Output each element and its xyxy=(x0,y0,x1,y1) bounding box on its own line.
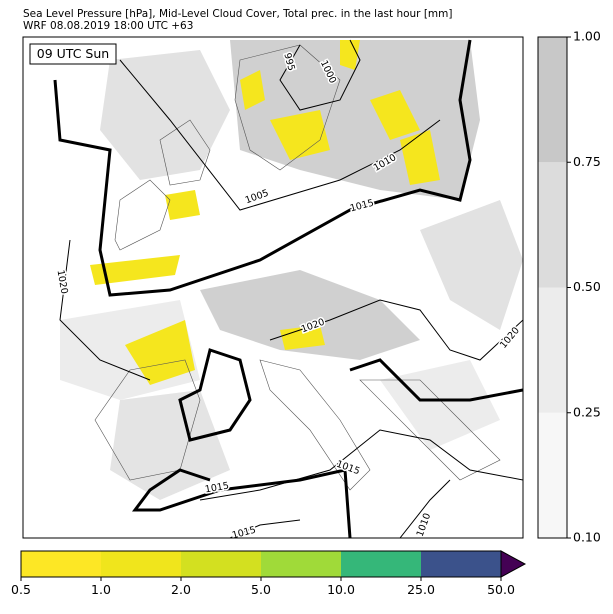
colorbar-segment xyxy=(538,162,567,288)
title: Sea Level Pressure [hPa], Mid-Level Clou… xyxy=(23,8,453,20)
colorbar-tick-label: 5.0 xyxy=(251,582,271,597)
colorbar-segment xyxy=(538,287,567,413)
colorbar-tick-label: 0.25 xyxy=(573,404,601,419)
map-frame xyxy=(22,36,524,539)
colorbar-segment xyxy=(101,551,181,577)
colorbar-tick-label: 0.10 xyxy=(573,530,601,545)
colorbar-tick-label: 25.0 xyxy=(407,582,435,597)
colorbar-segment xyxy=(538,412,567,538)
colorbar-tick-label: 0.75 xyxy=(573,154,601,169)
precipitation xyxy=(90,40,440,385)
colorbar-segment xyxy=(181,551,261,577)
colorbar-segment xyxy=(538,37,567,163)
colorbar-tick-label: 1.00 xyxy=(573,29,601,44)
colorbar-tick-label: 2.0 xyxy=(171,582,191,597)
colorbar-segment xyxy=(21,551,101,577)
colorbar-tick-label: 50.0 xyxy=(487,582,515,597)
colorbar-tick-label: 0.5 xyxy=(11,582,31,597)
colorbar-tick-label: 10.0 xyxy=(327,582,355,597)
colorbar-tick-label: 0.50 xyxy=(573,279,601,294)
colorbar-segment xyxy=(421,551,501,577)
cloud-colorbar: 0.10 0.25 0.50 0.75 1.00 xyxy=(537,29,601,545)
isobars xyxy=(53,39,523,538)
colorbar-tick-label: 1.0 xyxy=(91,582,111,597)
colorbar-extend xyxy=(500,550,527,578)
time-label-box xyxy=(29,43,117,65)
colorbar-segment xyxy=(341,551,421,577)
colorbar-segment xyxy=(261,551,341,577)
precip-colorbar: 0.5 1.0 2.0 5.0 10.0 25.0 50.0 xyxy=(11,550,527,597)
time-label: 09 UTC Sun xyxy=(37,46,109,61)
isobar-label: 995 xyxy=(281,52,296,72)
subtitle: WRF 08.08.2019 18:00 UTC +63 xyxy=(23,20,193,32)
